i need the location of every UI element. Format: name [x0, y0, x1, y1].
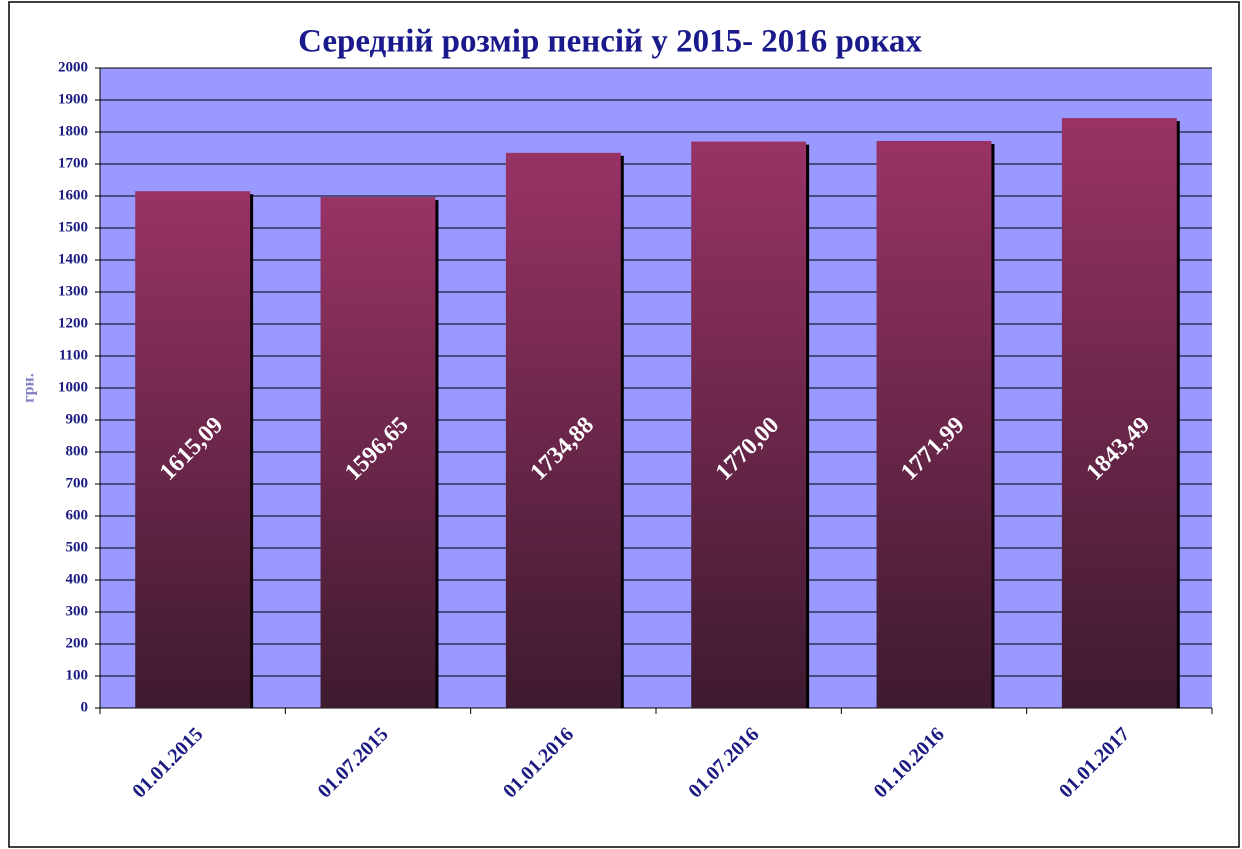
y-tick-label: 1900 — [58, 91, 88, 107]
y-tick-label: 900 — [66, 411, 89, 427]
y-tick-label: 1500 — [58, 219, 88, 235]
bar — [691, 141, 807, 709]
y-tick-label: 1300 — [58, 283, 88, 299]
y-tick-label: 700 — [66, 475, 89, 491]
bar — [320, 197, 436, 708]
y-tick-label: 800 — [66, 443, 89, 459]
y-tick-label: 0 — [81, 699, 89, 715]
y-tick-label: 1000 — [58, 379, 88, 395]
y-tick-label: 1200 — [58, 315, 88, 331]
y-tick-label: 400 — [66, 571, 89, 587]
y-tick-label: 100 — [66, 667, 89, 683]
chart-title: Середній розмір пенсій у 2015- 2016 рока… — [298, 24, 922, 60]
y-tick-label: 2000 — [58, 59, 88, 75]
y-axis-label: грн. — [21, 373, 38, 402]
y-tick-label: 300 — [66, 603, 89, 619]
y-tick-label: 1400 — [58, 251, 88, 267]
bar — [1061, 118, 1177, 709]
y-tick-label: 200 — [66, 635, 89, 651]
bar — [876, 140, 992, 708]
y-tick-label: 600 — [66, 507, 89, 523]
y-tick-label: 500 — [66, 539, 89, 555]
y-tick-label: 1100 — [59, 347, 88, 363]
bar — [135, 191, 251, 708]
y-tick-label: 1800 — [58, 123, 88, 139]
y-tick-label: 1600 — [58, 187, 88, 203]
y-tick-label: 1700 — [58, 155, 88, 171]
bar — [505, 152, 621, 709]
